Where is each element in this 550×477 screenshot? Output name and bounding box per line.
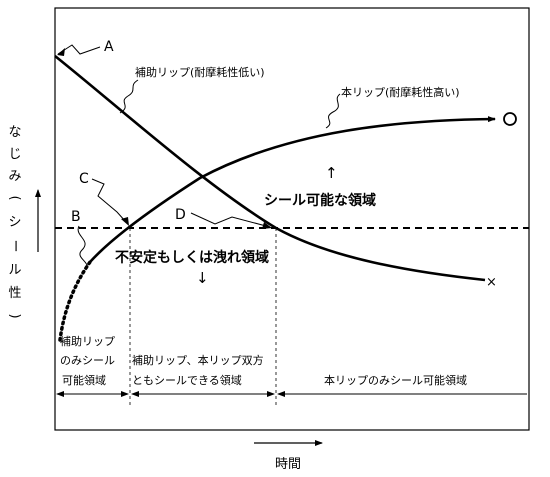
main-lip-curve-dotted	[58, 260, 92, 342]
main-lip-label: 本リップ(耐摩耗性高い)	[341, 85, 460, 99]
aux-lip-end-marker: ×	[486, 275, 497, 290]
y-axis-char: ル	[8, 263, 21, 278]
y-axis-char: ー	[7, 239, 22, 252]
label-D: D	[175, 207, 186, 223]
region2-line1: 補助リップ、本リップ双方	[132, 353, 264, 367]
region1-line2: のみシール	[60, 354, 115, 367]
y-axis-char: み	[8, 169, 21, 184]
region1-line3: 可能領域	[62, 373, 106, 387]
x-axis-label: 時間	[275, 457, 301, 472]
y-axis-char: じ	[8, 147, 21, 162]
leader-aux-lip	[119, 79, 139, 114]
seal-region-label: シール可能な領域	[264, 192, 376, 209]
leader-B	[77, 225, 88, 271]
leader-C-arrowhead	[121, 217, 129, 226]
main-lip-curve	[89, 116, 496, 263]
region2-line2: ともシールできる領域	[132, 373, 242, 387]
arrow-down-symbol: ↓	[196, 269, 209, 287]
leader-main-lip	[325, 93, 341, 129]
aux-lip-curve	[54, 54, 486, 282]
leader-A-arrowhead	[57, 48, 65, 56]
y-axis-char: シ	[8, 215, 21, 230]
plot-frame	[54, 7, 530, 431]
main-lip-end-marker	[503, 112, 517, 126]
aux-lip-label: 補助リップ(耐摩耗性低い)	[135, 65, 265, 79]
label-C: C	[79, 171, 89, 187]
unstable-region-label: 不安定もしくは洩れ領域	[115, 249, 269, 266]
y-axis-label: な じ み ( シ ー ル 性 )	[7, 125, 22, 319]
leader-D-arrowhead	[262, 222, 272, 229]
arrow-up-symbol: ↑	[325, 164, 338, 182]
y-axis-char: (	[7, 195, 22, 200]
leader-A	[57, 44, 101, 55]
region3-label: 本リップのみシール可能領域	[324, 373, 467, 387]
label-A: A	[104, 39, 114, 55]
region1-line1: 補助リップ	[60, 334, 115, 348]
label-B: B	[71, 209, 81, 225]
leader-C	[91, 178, 127, 223]
y-axis-char: )	[7, 313, 22, 318]
y-axis-char: 性	[8, 286, 21, 301]
y-axis-char: な	[8, 125, 21, 140]
leader-D	[190, 212, 267, 227]
